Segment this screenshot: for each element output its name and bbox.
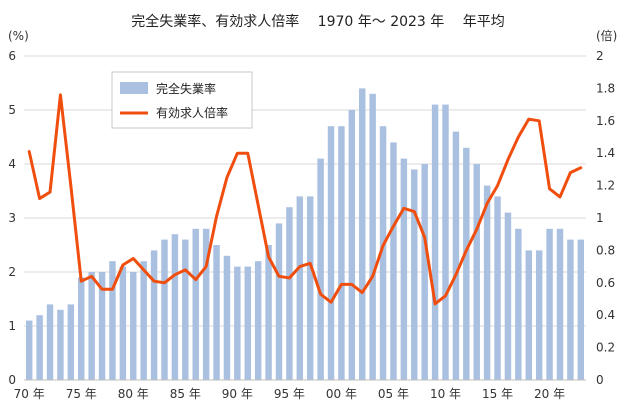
bar	[57, 309, 64, 380]
right-tick-label: 1.4	[596, 146, 615, 160]
bar	[525, 250, 532, 380]
x-tick-label: 85 年	[170, 387, 201, 401]
bar	[296, 196, 304, 380]
legend-label-line: 有効求人倍率	[156, 105, 228, 120]
bar	[213, 245, 220, 380]
left-tick-label: 0	[8, 373, 16, 387]
bar	[567, 239, 574, 380]
bar	[46, 304, 54, 380]
x-tick-label: 05 年	[378, 387, 409, 401]
x-tick-label: 70 年	[14, 387, 45, 401]
bar	[369, 93, 376, 381]
x-tick-label: 20 年	[534, 387, 565, 401]
bar	[78, 277, 85, 380]
grid-lines	[24, 55, 586, 381]
left-tick-label: 4	[8, 157, 16, 171]
bar	[442, 104, 449, 380]
left-tick-label: 6	[8, 49, 16, 63]
bar	[390, 142, 397, 380]
left-tick-label: 3	[8, 211, 16, 225]
right-tick-label: 0.2	[596, 341, 615, 355]
bar	[202, 228, 210, 380]
bar	[504, 212, 512, 380]
bar	[463, 147, 470, 380]
bar	[265, 245, 272, 380]
bar	[535, 250, 543, 380]
legend-swatch-bar	[120, 82, 148, 94]
bar	[254, 261, 262, 380]
bar	[25, 320, 33, 380]
axes: 0 1 2 3 4 5 6 0 0.2 0.4 0.6 0.8 1 1.2 1.4 1.6 1.8 2 70 年 75…	[8, 49, 615, 401]
bar	[411, 169, 418, 380]
bar	[171, 234, 179, 380]
bar	[473, 164, 480, 380]
bar	[140, 261, 147, 380]
right-tick-label: 1.2	[596, 179, 615, 193]
x-tick-label: 75 年	[66, 387, 97, 401]
bar	[452, 131, 460, 380]
x-tick-label: 10 年	[430, 387, 461, 401]
bar	[192, 228, 199, 380]
x-tick-label: 90 年	[222, 387, 253, 401]
line-series	[27, 93, 583, 306]
bar	[421, 164, 428, 380]
right-tick-label: 0.6	[596, 276, 615, 290]
bar	[306, 196, 314, 380]
bar	[483, 185, 491, 380]
x-tick-label: 80 年	[118, 387, 149, 401]
bar	[359, 88, 366, 381]
right-tick-label: 0	[596, 373, 604, 387]
bar	[244, 266, 251, 380]
bar-series	[25, 88, 585, 381]
bar	[400, 158, 408, 380]
bar	[515, 228, 522, 380]
right-tick-label: 1	[596, 211, 604, 225]
bar	[577, 239, 585, 380]
bar	[379, 126, 387, 380]
bar	[119, 266, 127, 380]
legend-box	[111, 71, 253, 129]
bar	[98, 272, 106, 380]
bar	[161, 239, 168, 380]
bar	[150, 250, 158, 380]
left-tick-label: 2	[8, 265, 16, 279]
bar	[36, 315, 43, 380]
right-tick-label: 0.8	[596, 243, 615, 257]
bar	[130, 272, 137, 380]
bar	[88, 272, 95, 380]
x-tick-label: 00 年	[326, 387, 357, 401]
right-tick-label: 1.6	[596, 114, 615, 128]
bar	[431, 104, 439, 380]
x-tick-label: 15 年	[482, 387, 513, 401]
bar	[494, 196, 501, 380]
bar	[556, 228, 564, 380]
bar	[275, 223, 283, 380]
legend: 完全失業率 有効求人倍率	[111, 71, 253, 129]
bar	[348, 110, 356, 380]
left-tick-label: 5	[8, 103, 16, 117]
bar	[223, 255, 231, 380]
chart-title: 完全失業率、有効求人倍率 1970 年～ 2023 年 年平均	[131, 13, 505, 30]
right-tick-label: 1.8	[596, 81, 615, 95]
right-tick-label: 0.4	[596, 308, 615, 322]
bar	[67, 304, 75, 380]
x-tick-label: 95 年	[274, 387, 305, 401]
left-tick-label: 1	[8, 319, 16, 333]
right-tick-label: 2	[596, 49, 604, 63]
left-axis-unit: (%)	[8, 29, 29, 43]
bar	[338, 126, 345, 380]
bar	[327, 126, 335, 380]
bar	[109, 261, 116, 380]
bar	[546, 228, 553, 380]
bar	[286, 207, 293, 380]
bar	[182, 239, 189, 380]
line-path	[27, 93, 583, 306]
legend-label-bar: 完全失業率	[156, 81, 216, 96]
bar	[317, 158, 324, 380]
bar	[234, 266, 241, 380]
right-axis-unit: (倍)	[596, 28, 617, 43]
